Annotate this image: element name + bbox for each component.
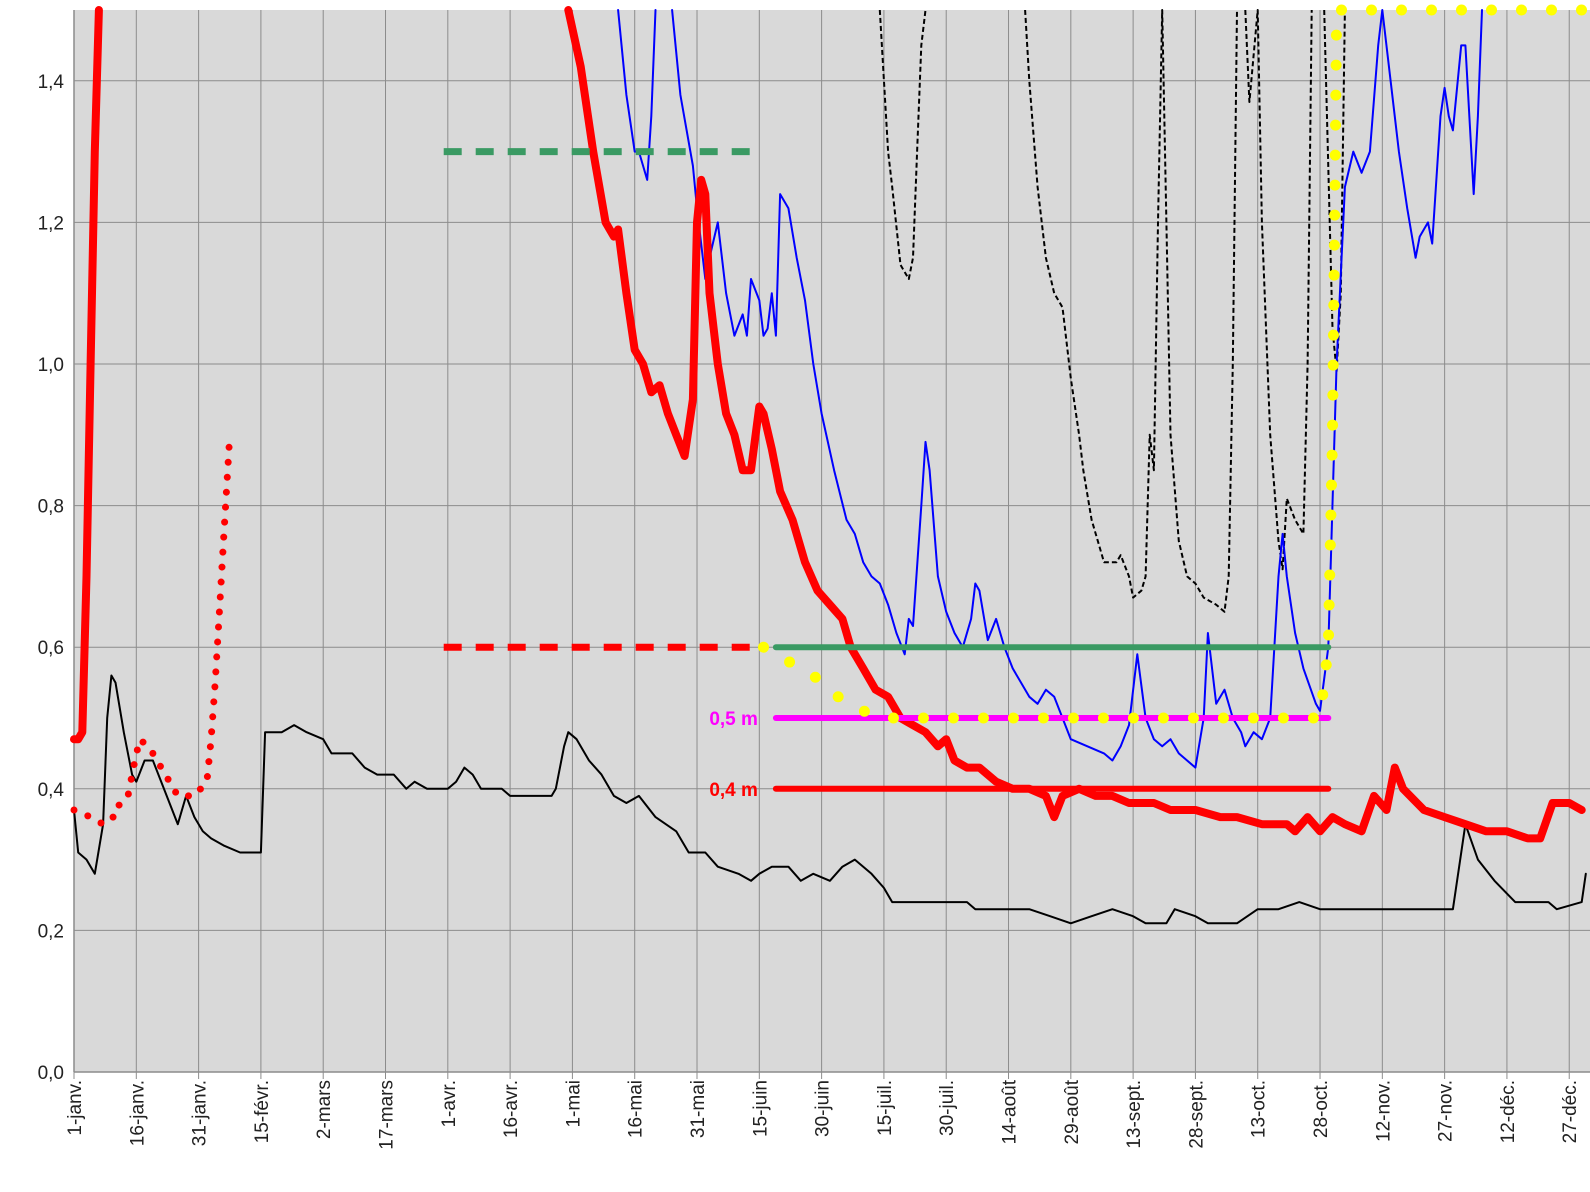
x-tick-label: 1-avr. — [439, 1080, 460, 1128]
y-tick-label: 0,8 — [38, 497, 64, 518]
x-tick-label: 31-janv. — [190, 1080, 211, 1146]
y-tick-label: 1,2 — [38, 213, 64, 234]
y-tick-label: 0,4 — [38, 780, 65, 801]
series-line — [70, 6, 1586, 843]
x-tick-label: 1-mai — [563, 1080, 584, 1128]
y-tick-label: 1,4 — [38, 72, 65, 93]
y-tick-label: 0,2 — [38, 921, 64, 942]
x-tick-label: 12-déc. — [1498, 1080, 1519, 1143]
x-tick-label: 15-juin — [750, 1080, 771, 1137]
x-tick-label: 15-févr. — [252, 1080, 273, 1143]
y-tick-label: 0,6 — [38, 638, 64, 659]
x-tick-label: 15-juil. — [875, 1080, 896, 1136]
x-tick-label: 13-oct. — [1249, 1080, 1270, 1138]
series-label: 0,4 m — [709, 780, 758, 801]
x-tick-label: 13-sept. — [1124, 1080, 1145, 1149]
x-tick-label: 27-déc. — [1560, 1080, 1581, 1143]
x-tick-label: 31-mai — [688, 1080, 709, 1138]
x-tick-label: 16-avr. — [501, 1080, 522, 1138]
x-tick-label: 30-juin — [813, 1080, 834, 1137]
x-tick-label: 14-août — [1000, 1079, 1021, 1144]
series-line — [878, 9, 1346, 613]
series-line — [70, 431, 234, 828]
x-tick-label: 1-janv. — [65, 1080, 86, 1136]
x-tick-label: 17-mars — [377, 1080, 398, 1150]
x-tick-label: 2-mars — [314, 1080, 335, 1139]
series-line — [758, 4, 1588, 724]
x-tick-label: 16-janv. — [127, 1080, 148, 1146]
series-label: 0,5 m — [709, 709, 758, 730]
x-tick-label: 28-oct. — [1311, 1080, 1332, 1138]
series-line — [73, 674, 1587, 925]
x-tick-label: 28-sept. — [1186, 1080, 1207, 1149]
x-tick-label: 29-août — [1062, 1079, 1083, 1144]
y-tick-label: 0,0 — [38, 1063, 64, 1084]
x-tick-label: 30-juil. — [937, 1080, 958, 1136]
y-tick-label: 1,0 — [38, 355, 64, 376]
x-tick-label: 27-nov. — [1436, 1080, 1457, 1142]
x-tick-label: 16-mai — [626, 1080, 647, 1138]
x-tick-label: 12-nov. — [1373, 1080, 1394, 1142]
